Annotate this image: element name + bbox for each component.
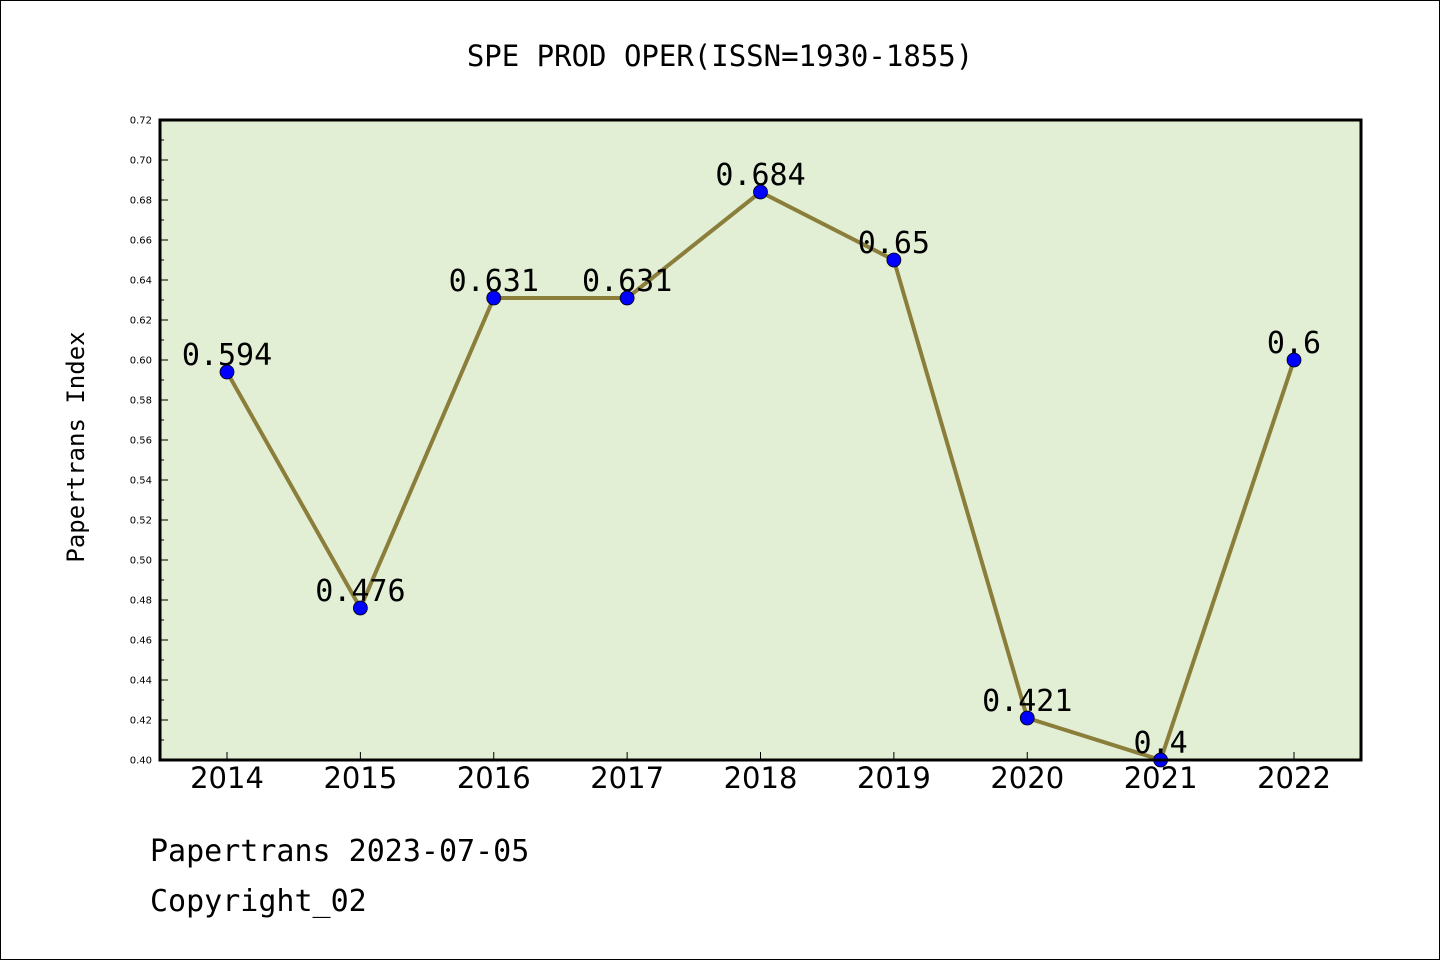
data-point [753, 184, 768, 200]
data-label: 0.684 [715, 158, 805, 193]
y-tick-label: 0.66 [130, 236, 152, 247]
x-tick-label: 2018 [724, 761, 798, 795]
x-tick-label: 2016 [457, 761, 531, 795]
y-tick-label: 0.48 [130, 596, 152, 607]
data-label: 0.594 [182, 338, 272, 373]
y-tick-label: 0.60 [130, 356, 152, 367]
data-point [1286, 352, 1302, 368]
data-label: 0.4 [1134, 726, 1188, 761]
x-tick-label: 2017 [590, 761, 664, 795]
data-point [352, 600, 368, 616]
plot-border [158, 118, 1363, 762]
x-tick-label: 2022 [1257, 761, 1331, 795]
y-tick-label: 0.64 [130, 276, 152, 287]
footer-copyright: Copyright_02 [150, 884, 367, 919]
y-tick-label: 0.58 [130, 396, 152, 407]
data-point [1019, 710, 1035, 726]
y-tick-label: 0.46 [130, 636, 152, 647]
y-tick-label: 0.70 [130, 156, 152, 167]
data-label: 0.631 [582, 264, 672, 299]
y-tick-label: 0.62 [130, 316, 152, 327]
x-tick-label: 2020 [990, 761, 1064, 795]
chart-title: SPE PROD OPER(ISSN=1930-1855) [467, 39, 973, 73]
plot-area [160, 120, 1361, 760]
x-tick-label: 2014 [190, 761, 264, 795]
y-axis-label: Papertrans Index [62, 331, 90, 562]
y-axis: 0.40 0.42 0.44 0.46 0.48 0.50 0.52 0.54 0.56 0.58… [130, 116, 168, 767]
x-tick-label: 2015 [323, 761, 397, 795]
x-axis: 2014 2015 2016 2017 2018 2019 2020 2021 2022 [190, 752, 1331, 795]
data-point [619, 290, 635, 306]
data-label: 0.6 [1267, 326, 1321, 361]
y-tick-label: 0.50 [130, 556, 152, 567]
data-point [219, 364, 235, 380]
x-tick-label: 2019 [857, 761, 931, 795]
data-label: 0.631 [449, 264, 539, 299]
data-label: 0.421 [982, 684, 1072, 719]
y-tick-label: 0.40 [130, 756, 152, 767]
data-point [486, 290, 502, 306]
y-tick-label: 0.72 [130, 116, 152, 127]
footer-date: Papertrans 2023-07-05 [150, 834, 530, 869]
y-tick-label: 0.42 [130, 716, 152, 727]
y-tick-label: 0.54 [130, 476, 152, 487]
data-point [886, 252, 902, 268]
data-label: 0.476 [315, 574, 405, 609]
y-tick-label: 0.52 [130, 516, 152, 527]
data-label: 0.65 [858, 226, 930, 261]
y-tick-label: 0.56 [130, 436, 152, 447]
series-group: 0.594 0.476 0.631 0.631 0.684 0.65 0.421 0.4 0.6 [182, 158, 1321, 768]
y-tick-label: 0.44 [130, 676, 152, 687]
y-tick-label: 0.68 [130, 196, 152, 207]
